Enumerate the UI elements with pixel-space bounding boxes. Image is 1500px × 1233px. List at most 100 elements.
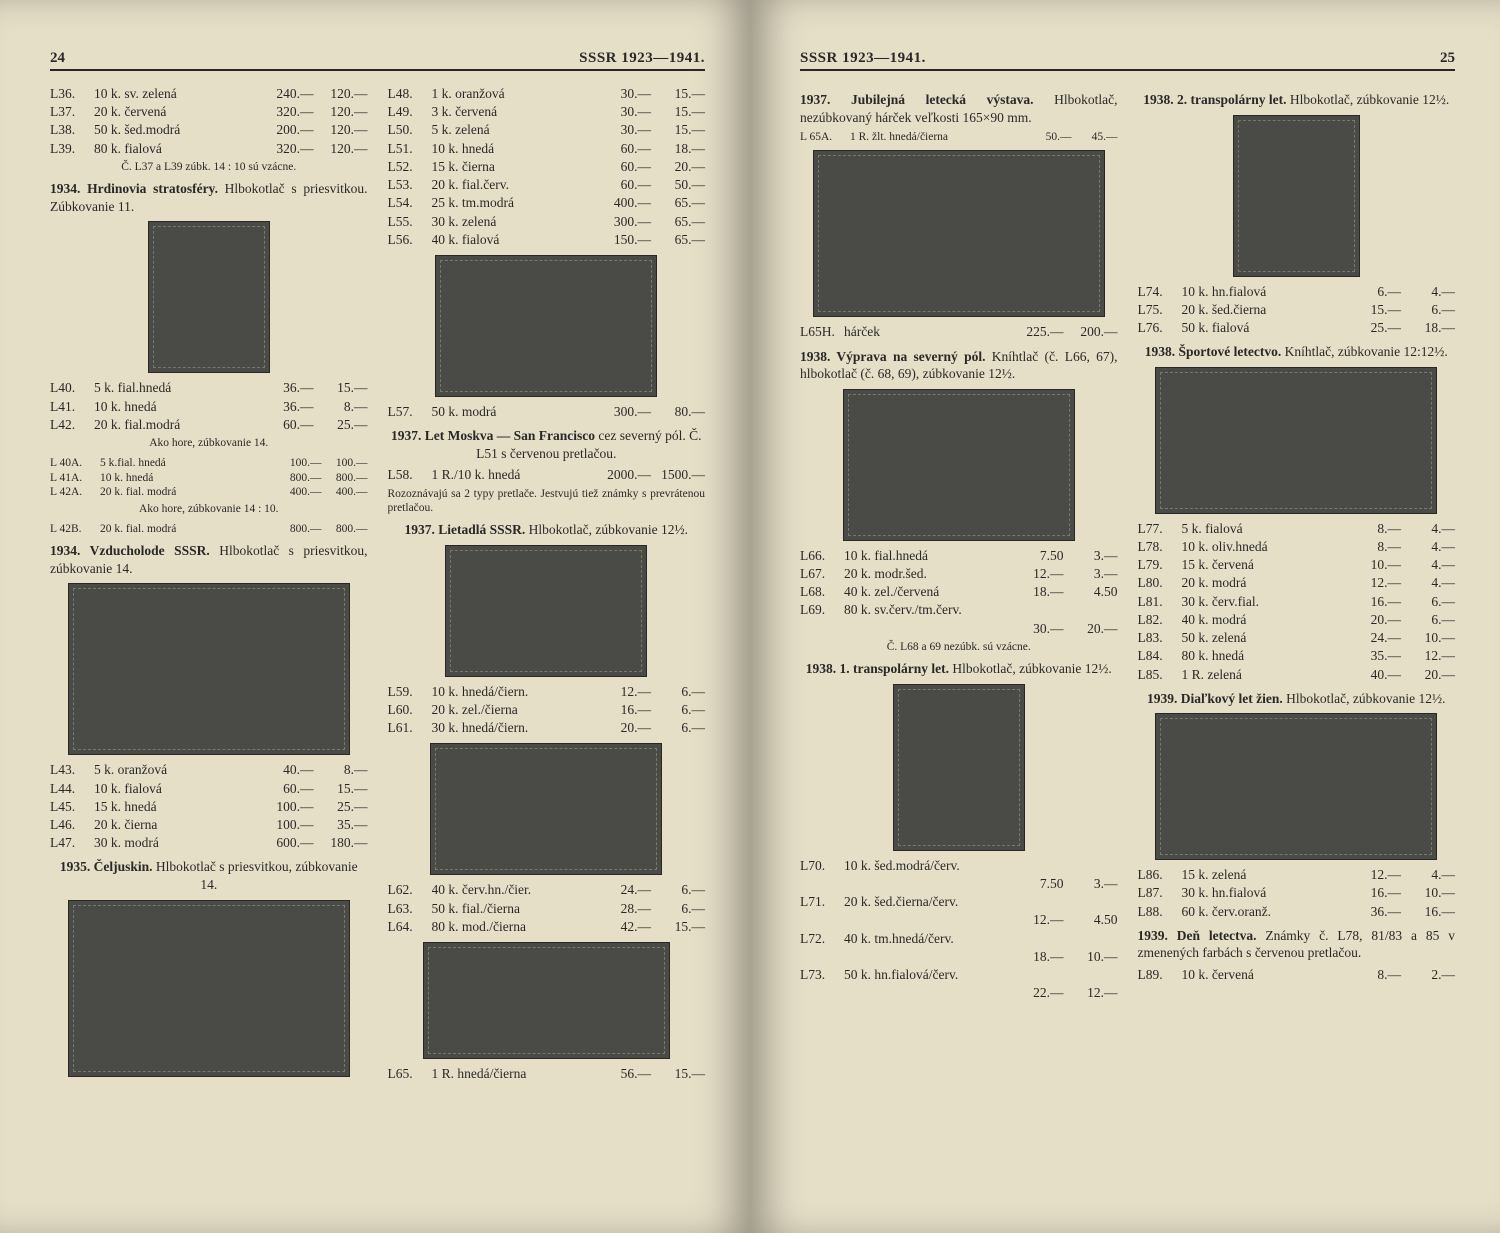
- price-used: [1064, 930, 1118, 948]
- price-used: [1064, 893, 1118, 911]
- price-used: 10.—: [1401, 629, 1455, 647]
- catalog-number: L45.: [50, 798, 94, 816]
- price-mint: 28.—: [597, 900, 651, 918]
- price-used: 6.—: [1401, 593, 1455, 611]
- catalog-row: L56.40 k. fialová150.—65.—: [388, 231, 706, 249]
- price-mint: 40.—: [260, 761, 314, 779]
- price-mint: 400.—: [597, 194, 651, 212]
- price-mint: 12.—: [1010, 565, 1064, 583]
- price-mint: [1010, 966, 1064, 984]
- price-used: 8.—: [314, 761, 368, 779]
- catalog-number: L 42A.: [50, 485, 100, 499]
- price-used: 12.—: [1064, 984, 1118, 1002]
- price-mint: 20.—: [1347, 611, 1401, 629]
- price-used: 20.—: [1401, 666, 1455, 684]
- catalog-row: L 41A.10 k. hnedá800.—800.—: [50, 471, 368, 485]
- stamp-description: 80 k. hnedá: [1182, 647, 1348, 665]
- stamp-image: [1155, 713, 1437, 860]
- catalog-number: L81.: [1138, 593, 1182, 611]
- catalog-row: L45.15 k. hnedá100.—25.—: [50, 798, 368, 816]
- stamp-description: 20 k. fial.červ.: [432, 176, 598, 194]
- catalog-number: L36.: [50, 85, 94, 103]
- stamp-description: 5 k. zelená: [432, 121, 598, 139]
- stamp-image: [430, 743, 662, 875]
- catalog-number: [800, 984, 844, 1002]
- stamp-description: 40 k. fialová: [432, 231, 598, 249]
- catalog-row: L79.15 k. červená10.—4.—: [1138, 556, 1456, 574]
- stamp-description: 30 k. hnedá/čiern.: [432, 719, 598, 737]
- page-title: SSSR 1923—1941.: [579, 50, 705, 67]
- catalog-row: L51.10 k. hnedá60.—18.—: [388, 140, 706, 158]
- price-used: 120.—: [314, 121, 368, 139]
- price-used: 15.—: [651, 918, 705, 936]
- stamp-image: [68, 900, 350, 1077]
- price-mint: 200.—: [260, 121, 314, 139]
- stamp-image: [843, 389, 1075, 541]
- catalog-number: L70.: [800, 857, 844, 875]
- stamp-description: 50 k. fial./čierna: [432, 900, 598, 918]
- catalog-number: L52.: [388, 158, 432, 176]
- stamp-description: 40 k. červ.hn./čier.: [432, 881, 598, 899]
- catalog-number: L82.: [1138, 611, 1182, 629]
- catalog-row: L76.50 k. fialová25.—18.—: [1138, 319, 1456, 337]
- stamp-description: 40 k. modrá: [1182, 611, 1348, 629]
- right-col1: 1937. Jubilejná letecká výstava. Hl­boko…: [800, 85, 1118, 1003]
- catalog-row: L47.30 k. modrá600.—180.—: [50, 834, 368, 852]
- price-mint: 36.—: [260, 398, 314, 416]
- catalog-row: L78.10 k. oliv.hnedá8.—4.—: [1138, 538, 1456, 556]
- price-used: 15.—: [314, 780, 368, 798]
- price-mint: 60.—: [597, 176, 651, 194]
- price-mint: 20.—: [597, 719, 651, 737]
- price-used: 200.—: [1064, 323, 1118, 341]
- page-left: 24 SSSR 1923—1941. L36.10 k. sv. zelená2…: [0, 0, 750, 1233]
- catalog-row: L63.50 k. fial./čierna28.—6.—: [388, 900, 706, 918]
- catalog-row: L71.20 k. šed.čierna/červ.: [800, 893, 1118, 911]
- price-used: 6.—: [651, 719, 705, 737]
- catalog-row: L89.10 k. červená8.—2.—: [1138, 966, 1456, 984]
- catalog-row: L44.10 k. fialová60.—15.—: [50, 780, 368, 798]
- catalog-number: L38.: [50, 121, 94, 139]
- catalog-number: L65.: [388, 1065, 432, 1083]
- catalog-row: L86.15 k. zelená12.—4.—: [1138, 866, 1456, 884]
- heading: 1938. 1. transpolárny let. Hlbokotlač, z…: [800, 660, 1118, 678]
- catalog-number: L73.: [800, 966, 844, 984]
- price-used: 65.—: [651, 231, 705, 249]
- price-mint: 16.—: [1347, 593, 1401, 611]
- stamp-description: 1 k. oranžová: [432, 85, 598, 103]
- price-mint: [1010, 601, 1064, 619]
- heading: 1939. Diaľkový let žien. Hlbokotlač, zúb…: [1138, 690, 1456, 708]
- catalog-row: L54.25 k. tm.modrá400.—65.—: [388, 194, 706, 212]
- stamp-description: 80 k. fialová: [94, 140, 260, 158]
- catalog-number: L57.: [388, 403, 432, 421]
- price-used: 15.—: [651, 85, 705, 103]
- catalog-row: L36.10 k. sv. zelená240.—120.—: [50, 85, 368, 103]
- catalog-number: L61.: [388, 719, 432, 737]
- catalog-number: L71.: [800, 893, 844, 911]
- stamp-description: 50 k. fialová: [1182, 319, 1348, 337]
- catalog-number: L62.: [388, 881, 432, 899]
- price-mint: 300.—: [597, 213, 651, 231]
- catalog-number: L79.: [1138, 556, 1182, 574]
- catalog-number: L47.: [50, 834, 94, 852]
- stamp-description: 30 k. zelená: [432, 213, 598, 231]
- price-used: 6.—: [1401, 611, 1455, 629]
- stamp-description: 10 k. sv. zelená: [94, 85, 260, 103]
- price-used: 4.50: [1064, 583, 1118, 601]
- price-mint: 30.—: [597, 103, 651, 121]
- price-used: 400.—: [322, 485, 368, 499]
- price-mint: 800.—: [276, 471, 322, 485]
- catalog-row: 12.—4.50: [800, 911, 1118, 929]
- catalog-number: L86.: [1138, 866, 1182, 884]
- catalog-row: L84.80 k. hnedá35.—12.—: [1138, 647, 1456, 665]
- price-used: [1064, 966, 1118, 984]
- price-mint: 8.—: [1347, 966, 1401, 984]
- price-used: 65.—: [651, 194, 705, 212]
- catalog-number: L44.: [50, 780, 94, 798]
- price-mint: [1010, 930, 1064, 948]
- catalog-row: L67.20 k. modr.šed.12.—3.—: [800, 565, 1118, 583]
- catalog-number: L50.: [388, 121, 432, 139]
- stamp-description: 50 k. šed.modrá: [94, 121, 260, 139]
- catalog-number: L85.: [1138, 666, 1182, 684]
- catalog-number: L55.: [388, 213, 432, 231]
- catalog-number: L 40A.: [50, 456, 100, 470]
